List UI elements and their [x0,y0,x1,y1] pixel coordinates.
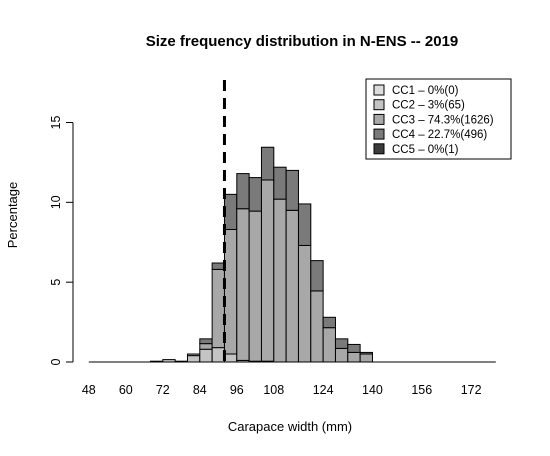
bar-segment [223,353,238,363]
legend-swatch [373,128,385,140]
chart-title: Size frequency distribution in N-ENS -- … [146,33,459,50]
y-tick-label: 15 [49,116,63,130]
bar-segment [186,355,201,363]
legend-entry: CC5 – 0%(1) [392,144,459,156]
legend-entry: CC2 – 3%(65) [392,100,465,112]
legend-swatch [373,113,385,125]
bar-segment [211,262,225,270]
bar-segment [347,343,361,353]
bar-segment [260,179,275,362]
legend: CC1 – 0%(0) CC2 – 3%(65) CC3 – 74.3%(1626)… [365,78,512,160]
bar-segment [273,166,287,200]
x-tick-label: 140 [362,383,383,397]
legend-entry: CC1 – 0%(0) [392,85,459,97]
legend-entry: CC3 – 74.3%(1626) [392,114,494,126]
bar-segment [174,360,188,363]
x-tick-label: 156 [411,383,432,397]
legend-swatch [373,143,385,155]
axes: 0 5 10 15 48 60 72 84 96 108 124 140 156 172 [49,116,496,397]
x-tick-label: 96 [230,383,244,397]
legend-swatch [373,99,385,111]
y-tick-label: 5 [49,279,63,286]
bar-segment [223,193,238,230]
bar-segment [297,244,312,363]
bar-segment [236,208,250,361]
bar-segment [199,343,213,350]
bars [149,146,373,363]
x-tick-label: 124 [313,383,334,397]
bar-segment [285,209,299,363]
bar-segment [322,316,336,329]
bar-segment [347,351,361,363]
legend-box [365,78,512,160]
bar-segment [236,173,250,210]
bar-segment [211,268,225,349]
x-tick-label: 84 [193,383,207,397]
y-tick-label: 10 [49,195,63,209]
bar-segment [359,351,373,355]
bar-segment [162,359,176,363]
bar-segment [248,177,262,212]
legend-swatch [373,84,385,96]
x-tick-label: 72 [156,383,170,397]
bar-segment [211,347,225,363]
bar-segment [334,338,349,349]
bar-segment [334,347,349,363]
bar-segment [322,327,336,363]
bar-segment [273,198,287,363]
x-tick-label: 60 [119,383,133,397]
x-tick-label: 48 [82,383,96,397]
legend-entry: CC4 – 22.7%(496) [392,129,487,141]
x-axis-label: Carapace width (mm) [228,419,352,434]
bar-segment [223,228,238,355]
bar-segment [199,338,213,345]
bar-segment [359,353,373,363]
bar-segment [285,169,299,211]
bar-segment [310,260,324,292]
bar-segment [310,290,324,363]
bar-segment [297,203,312,246]
x-tick-label: 108 [263,383,284,397]
bar-segment [186,353,201,357]
y-tick-label: 0 [49,358,63,365]
x-tick-label: 172 [461,383,482,397]
bar-segment [149,360,164,363]
bar-segment [260,146,275,181]
bar-segment [199,348,213,363]
y-axis-label: Percentage [5,182,20,249]
bar-segment [248,210,262,362]
